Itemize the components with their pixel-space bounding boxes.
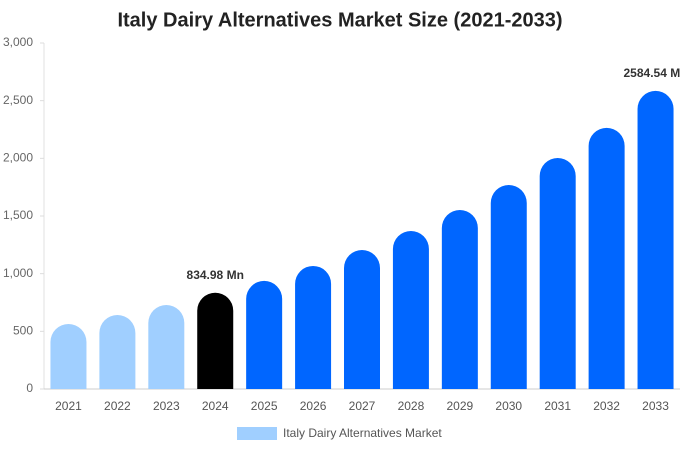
- bar: [392, 230, 429, 389]
- bar: [148, 305, 185, 389]
- y-tick-label: 2,500: [3, 93, 33, 107]
- legend-swatch: [237, 427, 277, 440]
- bar: [441, 210, 478, 389]
- x-tick-label: 2032: [593, 399, 620, 413]
- y-tick-label: 2,000: [3, 151, 33, 165]
- x-tick-label: 2028: [398, 399, 425, 413]
- bar: [588, 127, 625, 389]
- bar: [637, 90, 674, 390]
- x-tick-label: 2029: [446, 399, 473, 413]
- legend-label: Italy Dairy Alternatives Market: [283, 426, 442, 440]
- data-label: 834.98 Mn: [187, 268, 244, 282]
- bar: [344, 250, 380, 389]
- y-tick-label: 0: [26, 381, 33, 395]
- x-tick-label: 2030: [495, 399, 522, 413]
- x-tick-label: 2033: [642, 399, 669, 413]
- x-tick-label: 2026: [300, 399, 327, 413]
- x-tick-label: 2024: [202, 399, 229, 413]
- chart-title: Italy Dairy Alternatives Market Size (20…: [117, 9, 562, 31]
- x-tick-label: 2023: [153, 399, 180, 413]
- bar: [50, 323, 87, 389]
- data-label: 2584.54 Mn: [624, 66, 680, 80]
- y-tick-label: 3,000: [3, 35, 33, 49]
- x-tick-label: 2022: [104, 399, 131, 413]
- bar: [99, 314, 136, 389]
- y-tick-label: 500: [13, 324, 33, 338]
- y-tick-label: 1,000: [3, 266, 33, 280]
- x-tick-label: 2027: [349, 399, 376, 413]
- bar: [539, 157, 576, 389]
- bar: [246, 280, 283, 389]
- x-tick-label: 2025: [251, 399, 278, 413]
- x-tick-label: 2031: [544, 399, 571, 413]
- y-tick-label: 1,500: [3, 208, 33, 222]
- bar: [295, 265, 332, 389]
- bar: [197, 292, 234, 389]
- x-tick-label: 2021: [55, 399, 82, 413]
- bar: [490, 184, 527, 389]
